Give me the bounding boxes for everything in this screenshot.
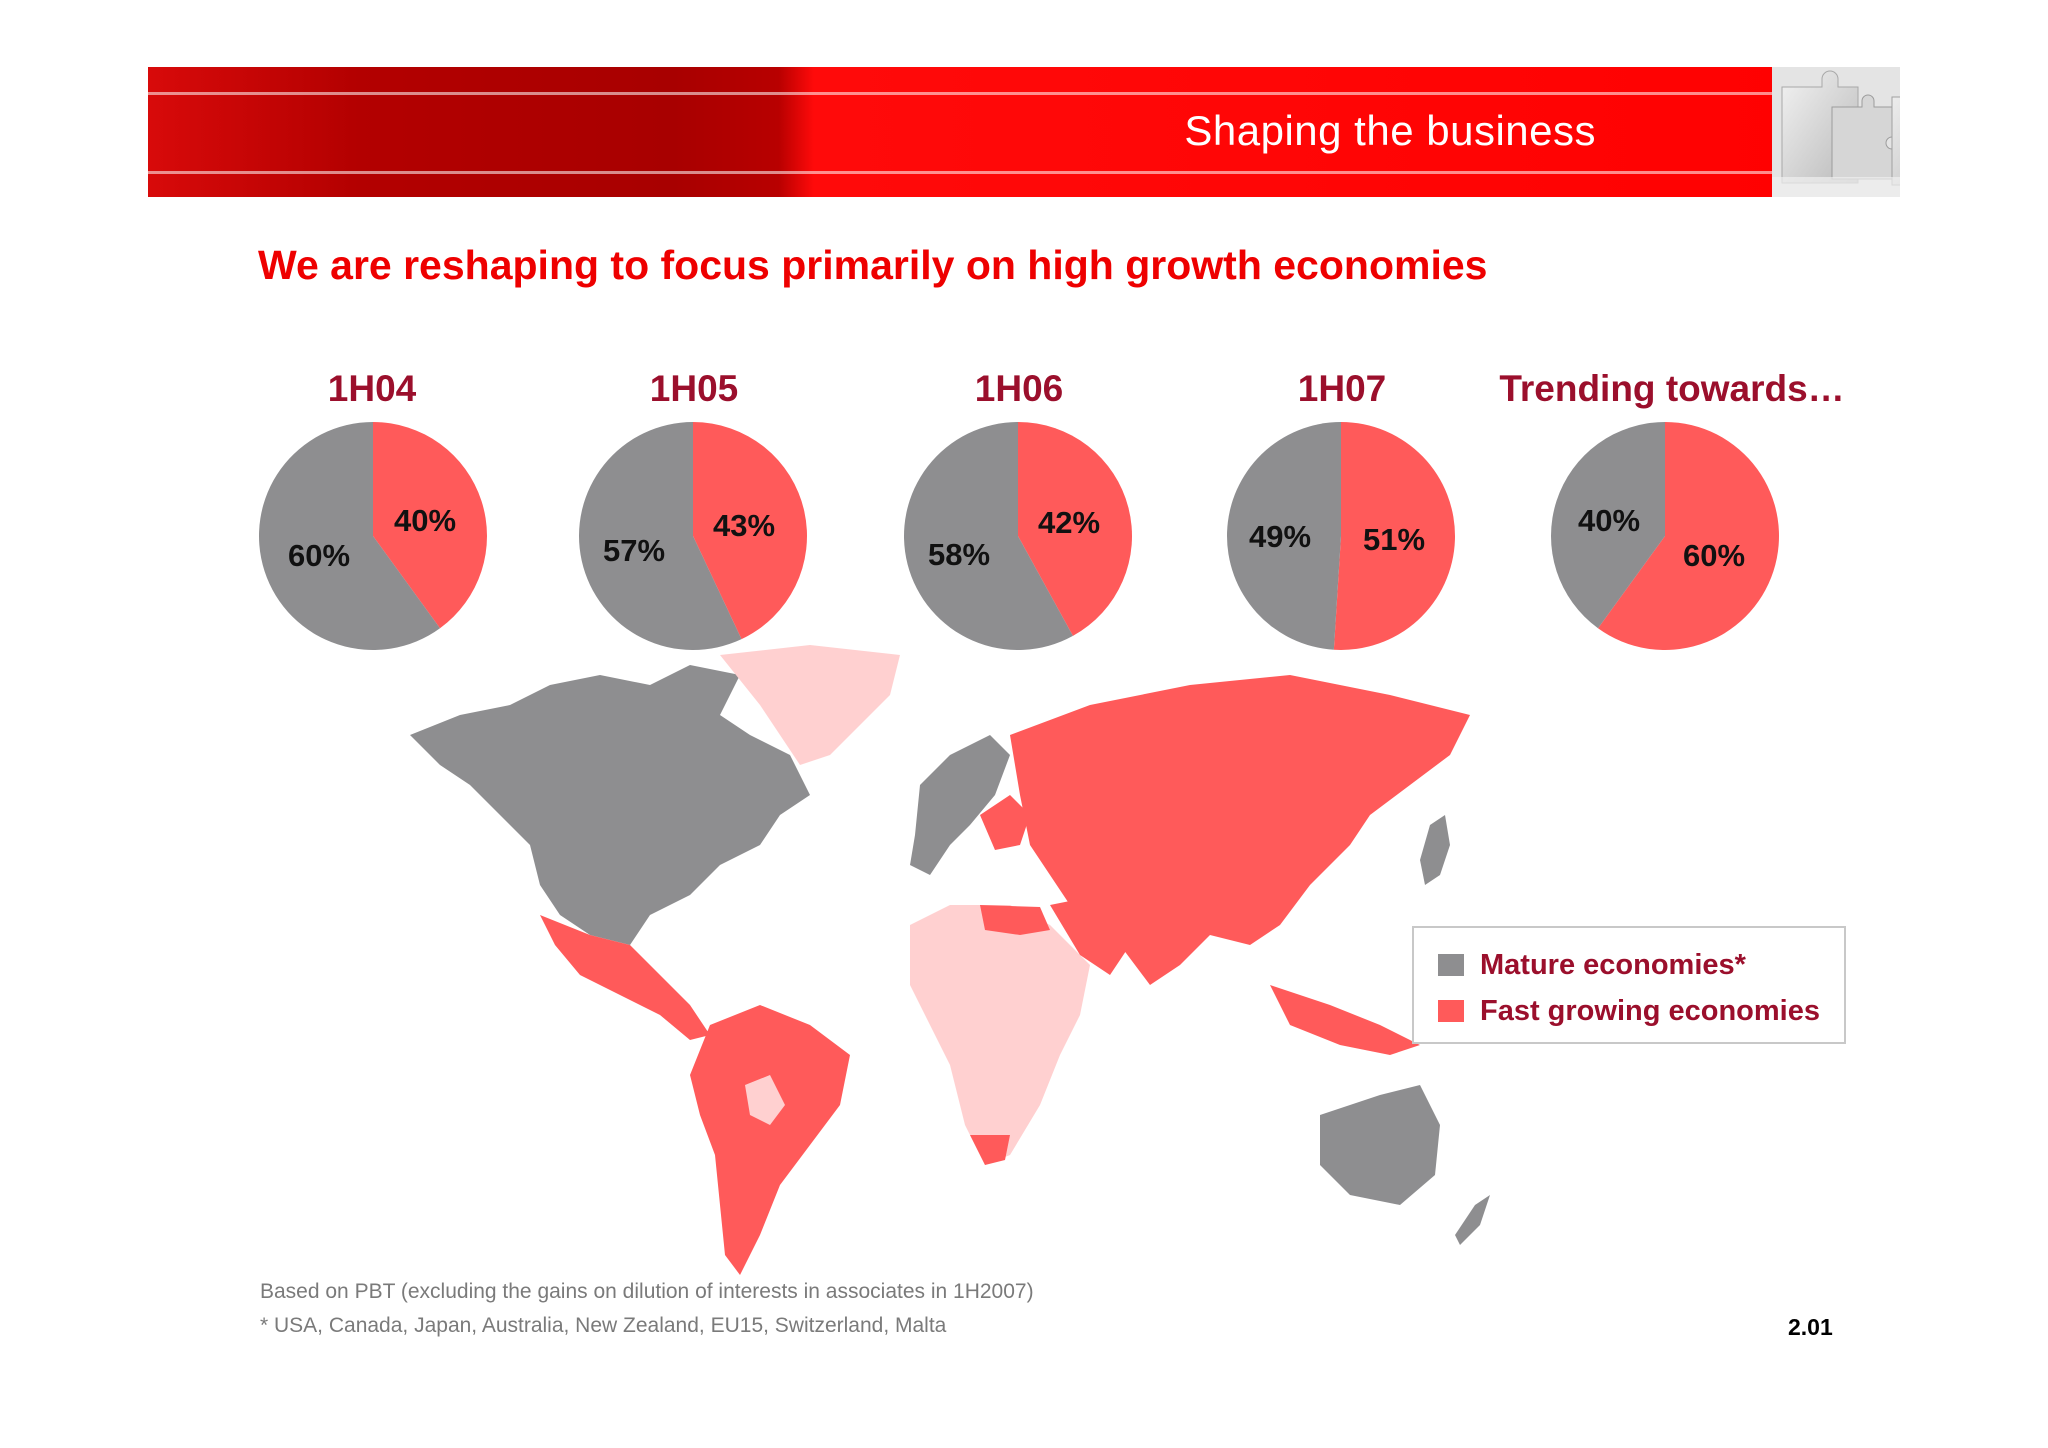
banner-title: Shaping the business (1184, 107, 1596, 154)
map-africa (910, 905, 1090, 1165)
map-japan (1420, 815, 1450, 885)
map-south-america-other (745, 1075, 785, 1125)
pie-title-trending: Trending towards… (1499, 368, 1845, 409)
map-australia (1320, 1085, 1440, 1205)
page-headline: We are reshaping to focus primarily on h… (258, 242, 1488, 288)
world-map (410, 645, 1490, 1275)
map-greenland (720, 645, 900, 765)
pie-slice-fast-2 (1018, 422, 1132, 636)
footnote-pbt: Based on PBT (excluding the gains on dil… (260, 1280, 1034, 1303)
pie-1h04-fast-label: 40% (394, 503, 457, 538)
pie-1h07-fast-label: 51% (1363, 522, 1426, 557)
page-number: 2.01 (1788, 1314, 1833, 1340)
pie-chart-1h05 (579, 422, 807, 650)
map-south-africa (970, 1135, 1010, 1165)
pie-title-1h06: 1H06 (974, 368, 1064, 409)
pie-1h06-fast-label: 42% (1038, 505, 1101, 540)
pie-title-1h07: 1H07 (1297, 368, 1387, 409)
pie-title-1h05: 1H05 (649, 368, 739, 409)
pie-slice-mature-4 (1551, 422, 1665, 629)
pie-1h06-mature-label: 58% (928, 537, 991, 572)
map-north-america (410, 665, 810, 945)
header-banner: Shaping the business (148, 67, 1900, 197)
pie-slice-mature-0 (258, 422, 441, 650)
map-south-america (690, 1005, 850, 1275)
pie-slice-mature-1 (579, 422, 742, 650)
pie-slice-fast-4 (1597, 422, 1779, 650)
pie-trending-fast-label: 60% (1683, 538, 1746, 573)
pie-chart-1h06 (904, 422, 1132, 650)
pie-trending-mature-label: 40% (1578, 503, 1641, 538)
pie-slice-fast-3 (1333, 422, 1456, 650)
banner-stripe-bottom (148, 171, 1900, 174)
map-north-africa-fast (980, 905, 1050, 935)
pie-chart-1h04 (258, 422, 487, 650)
legend-swatch-fast (1438, 1000, 1464, 1022)
pie-slice-mature-3 (1227, 422, 1341, 650)
map-new-zealand (1455, 1195, 1490, 1245)
map-east-europe (980, 795, 1030, 850)
pie-slice-fast-0 (373, 422, 487, 629)
map-central-america (540, 915, 710, 1040)
map-middle-east (1050, 895, 1130, 975)
pie-chart-1h07 (1227, 422, 1456, 650)
pie-slice-mature-2 (904, 422, 1073, 650)
legend-swatch-mature (1438, 954, 1464, 976)
legend-label-mature: Mature economies* (1480, 948, 1746, 981)
pie-chart-trending (1551, 422, 1779, 650)
chart-legend: Mature economies* Fast growing economies (1412, 926, 1846, 1044)
pie-slice-fast-1 (693, 422, 807, 640)
pie-title-1h04: 1H04 (327, 368, 417, 409)
footnote-mature-definition: * USA, Canada, Japan, Australia, New Zea… (260, 1314, 947, 1337)
pie-1h07-mature-label: 49% (1249, 519, 1312, 554)
pie-1h04-mature-label: 60% (288, 538, 351, 573)
legend-label-fast: Fast growing economies (1480, 994, 1820, 1027)
legend-item-fast: Fast growing economies (1438, 994, 1820, 1028)
map-se-asia (1270, 985, 1420, 1055)
legend-item-mature: Mature economies* (1438, 948, 1746, 982)
pie-1h05-fast-label: 43% (713, 508, 776, 543)
puzzle-pieces-image (1772, 67, 1900, 197)
map-asia (1010, 675, 1470, 985)
pie-1h05-mature-label: 57% (603, 533, 666, 568)
banner-stripe-top (148, 92, 1900, 95)
map-europe (910, 735, 1010, 875)
